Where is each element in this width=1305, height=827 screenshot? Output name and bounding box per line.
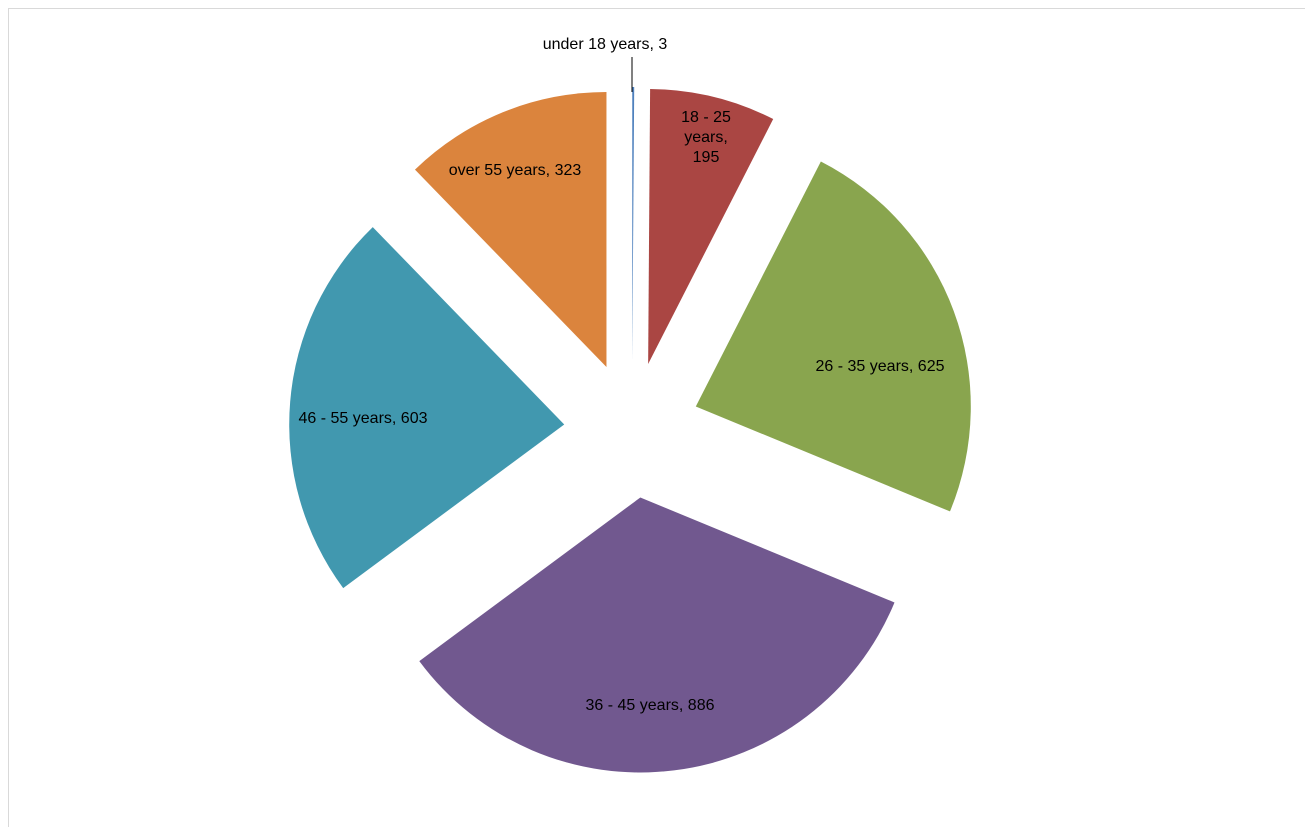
pie-slice: [419, 497, 895, 773]
pie-slice: [648, 88, 774, 364]
data-label: 26 - 35 years, 625: [816, 358, 945, 375]
data-label: under 18 years, 3: [543, 36, 668, 53]
data-label: over 55 years, 323: [449, 162, 582, 179]
data-label: 36 - 45 years, 886: [586, 697, 715, 714]
chart-frame: [8, 8, 1305, 827]
pie-slice: [414, 91, 607, 367]
pie-slice: [289, 227, 565, 589]
pie-slice: [695, 161, 971, 512]
pie-slice: [632, 87, 635, 363]
data-label: 18 - 25 years, 195: [681, 109, 731, 166]
data-label: 46 - 55 years, 603: [299, 410, 428, 427]
